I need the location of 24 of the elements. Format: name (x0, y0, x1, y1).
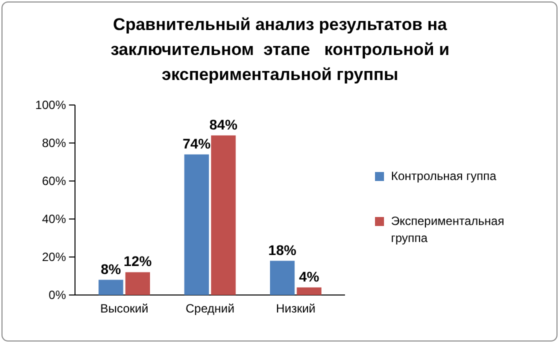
bar (270, 260, 295, 295)
legend-label: Экспериментальная группа (391, 214, 504, 245)
data-label: 18% (268, 242, 297, 258)
x-tick-label: Низкий (276, 301, 316, 316)
data-label: 84% (209, 116, 238, 132)
y-tick-label: 60% (42, 174, 66, 188)
chart-title: Сравнительный анализ результатов на заключительном этапе контрольной и экспериментальной группы (110, 15, 450, 84)
y-tick-label: 40% (42, 212, 66, 226)
bar (98, 280, 124, 295)
bar (296, 287, 322, 295)
legend-label: Контрольная гуппа (391, 169, 497, 183)
y-tick-label: 0% (48, 288, 66, 302)
y-tick-label: 80% (42, 136, 66, 150)
bar (184, 154, 209, 295)
data-label: 12% (124, 253, 152, 270)
data-label: 4% (298, 268, 320, 284)
bar (125, 272, 150, 295)
x-tick-label: Высокий (100, 301, 148, 316)
data-label: 8% (100, 260, 122, 277)
x-tick-label: Средний (186, 301, 234, 316)
bar (211, 135, 236, 295)
y-tick-label: 20% (42, 250, 66, 264)
data-label: 74% (182, 135, 212, 152)
y-tick-label: 100% (35, 98, 66, 112)
